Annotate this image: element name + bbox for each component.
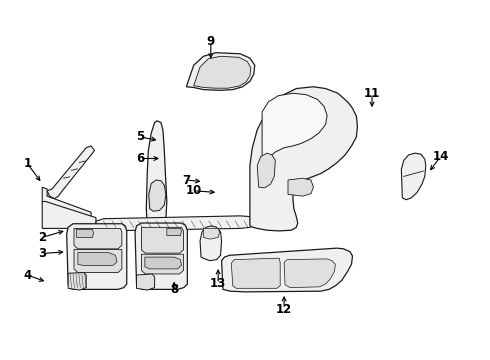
Polygon shape [284, 259, 335, 288]
Polygon shape [74, 228, 122, 249]
Text: 9: 9 [207, 35, 215, 49]
Polygon shape [262, 93, 327, 163]
Polygon shape [142, 227, 183, 253]
Polygon shape [401, 153, 426, 200]
Text: 1: 1 [24, 157, 32, 170]
Text: 8: 8 [170, 283, 178, 296]
Polygon shape [135, 223, 187, 289]
Polygon shape [186, 53, 255, 90]
Polygon shape [68, 273, 86, 290]
Polygon shape [145, 257, 181, 269]
Polygon shape [42, 202, 123, 228]
Polygon shape [194, 56, 251, 88]
Polygon shape [67, 224, 127, 289]
Polygon shape [96, 216, 255, 231]
Polygon shape [78, 252, 117, 265]
Polygon shape [257, 153, 275, 188]
Text: 7: 7 [182, 174, 191, 186]
Polygon shape [288, 178, 314, 196]
Text: 14: 14 [432, 150, 449, 163]
Text: 3: 3 [38, 247, 46, 260]
Polygon shape [231, 258, 280, 288]
Polygon shape [221, 248, 352, 292]
Polygon shape [74, 249, 122, 273]
Text: 11: 11 [364, 87, 380, 100]
Polygon shape [47, 146, 95, 199]
Text: 10: 10 [186, 184, 202, 197]
Text: 4: 4 [24, 269, 32, 282]
Polygon shape [137, 274, 155, 290]
Polygon shape [149, 180, 166, 211]
Text: 13: 13 [210, 278, 226, 291]
Polygon shape [167, 228, 181, 235]
Polygon shape [76, 229, 94, 237]
Text: 12: 12 [276, 303, 292, 316]
Polygon shape [250, 87, 357, 231]
Text: 2: 2 [38, 231, 46, 244]
Polygon shape [142, 254, 183, 274]
Polygon shape [200, 226, 221, 261]
Polygon shape [203, 228, 220, 239]
Polygon shape [147, 121, 167, 229]
Text: 6: 6 [136, 152, 144, 165]
Text: 5: 5 [136, 130, 144, 144]
Polygon shape [42, 187, 91, 220]
